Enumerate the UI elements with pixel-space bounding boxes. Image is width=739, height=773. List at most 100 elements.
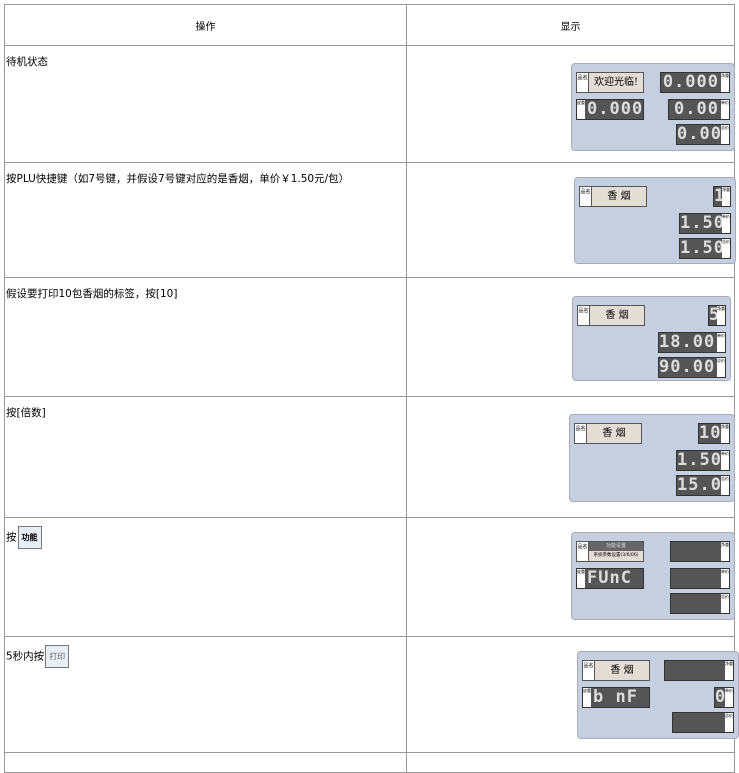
price-label: 单价 [721,569,729,588]
total-label: 总价 [721,125,729,144]
price-display: 0单价 [714,687,734,708]
total-label: 总价 [721,594,729,613]
name-label: 品名 [577,542,589,561]
display-cell: 品名 功能设置 系统参数设置(3/6/06) FUnC 皮重 净重单价总价 [406,517,735,637]
product-name: 香 烟 [592,187,646,206]
product-name: 香 烟 [587,424,641,443]
total-label: 总价 [722,239,730,258]
weight-display: 0.000 净重 [660,72,730,93]
name-top: 功能设置 [589,542,643,551]
name-box: 品名 功能设置 系统参数设置(3/6/06) [576,541,644,562]
price-value: 0.00 [674,100,719,119]
weight-label: 净重 [725,661,733,680]
price-display: 1.50 单价 [679,213,731,234]
name-label: 品名 [575,424,587,443]
product-name: 香 烟 [595,661,649,680]
product-name: 香 烟 [590,306,644,325]
name-label: 品名 [580,187,592,206]
name-bottom: 系统参数设置(3/6/06) [589,551,643,561]
name-box: 品名香 烟 [577,305,645,326]
name-label: 品名 [577,73,589,92]
scale-display-panel: 品名 功能设置 系统参数设置(3/6/06) FUnC 皮重 净重单价总价 [571,532,735,620]
instruction-table: 操作 显示 待机状态 品名 欢迎光临! 0.000 皮重 0.000 净重 0.00 单价 0.00… [4,4,739,773]
op-cell: 假设要打印10包香烟的标签，按[10] [4,277,407,397]
display-cell [406,752,735,773]
print-key: 打印 [45,645,70,668]
weight-label: 净重 [722,187,730,206]
header-operation: 操作 [4,4,407,46]
name-label: 品名 [583,661,595,680]
display-cell: 品名 欢迎光临! 0.000 皮重 0.000 净重 0.00 单价 0.00 总价 [406,45,735,163]
price-value: 1.50 [680,214,722,233]
op-cell: 按功能 [4,517,407,637]
tare-value: 0.000 [587,100,643,119]
weight-value: 1 [714,187,722,206]
op-text: 5秒内按 [6,650,45,663]
weight-display: 5净重 [708,305,726,326]
price-display: 0.00 单价 [668,99,730,120]
weight-value [665,661,725,680]
weight-display: 净重 [670,541,730,562]
tare-value: FUnC [587,569,632,588]
total-value: 1.50 [680,239,722,258]
tare-display: 0.000 皮重 [576,99,644,120]
price-value [671,569,721,588]
tare-label: 皮重 [583,688,591,707]
total-value [673,713,725,732]
tare-display: FUnC 皮重 [576,568,644,589]
weight-label: 净重 [721,73,729,92]
weight-display: 1净重 [713,186,731,207]
weight-value [671,542,721,561]
op-cell: 5秒内按 打印 [4,636,407,753]
op-cell: 按[倍数] [4,396,407,518]
op-cell: 待机状态 [4,45,407,163]
total-label: 总价 [725,713,733,732]
price-value: 18.00 [659,333,716,352]
tare-value: b nF [593,688,638,707]
total-value: 90.00 [659,358,716,377]
tare-label: 皮重 [577,100,585,119]
total-label: 总价 [721,476,729,495]
name-box: 品名香 烟 [574,423,642,444]
price-display: 1.50 单价 [676,450,730,471]
total-display: 1.50 总价 [679,238,731,259]
total-value [671,594,721,613]
weight-value: 5 [709,306,717,325]
scale-display-panel: 品名 欢迎光临! 0.000 皮重 0.000 净重 0.00 单价 0.00 总价 [571,63,735,151]
total-value: 15.00 [677,476,721,495]
price-label: 单价 [721,100,729,119]
price-display: 18.00 单价 [658,332,726,353]
price-label: 单价 [725,688,733,707]
header-display: 显示 [406,4,735,46]
name-box: 品名香 烟 [582,660,650,681]
op-cell: 按PLU快捷键（如7号键，并假设7号键对应的是香烟，单价￥1.50元/包） [4,162,407,278]
weight-display: 10 净重 [698,423,730,444]
weight-value: 10 [699,424,721,443]
price-label: 单价 [717,333,725,352]
name-box: 品名香 烟 [579,186,647,207]
tare-display: b nF 皮重 [582,687,650,708]
op-cell [4,752,407,773]
weight-label: 净重 [717,306,725,325]
weight-value: 0.000 [662,73,719,92]
total-display: 0.00 总价 [676,124,730,145]
price-display: 单价 [670,568,730,589]
total-display: 总价 [670,593,730,614]
price-label: 单价 [721,451,729,470]
name-box: 品名 欢迎光临! [576,72,644,93]
total-display: 总价 [672,712,734,733]
total-label: 总价 [717,358,725,377]
tare-label: 皮重 [577,569,585,588]
weight-label: 净重 [721,424,729,443]
weight-display: 净重 [664,660,734,681]
function-key: 功能 [17,526,42,549]
